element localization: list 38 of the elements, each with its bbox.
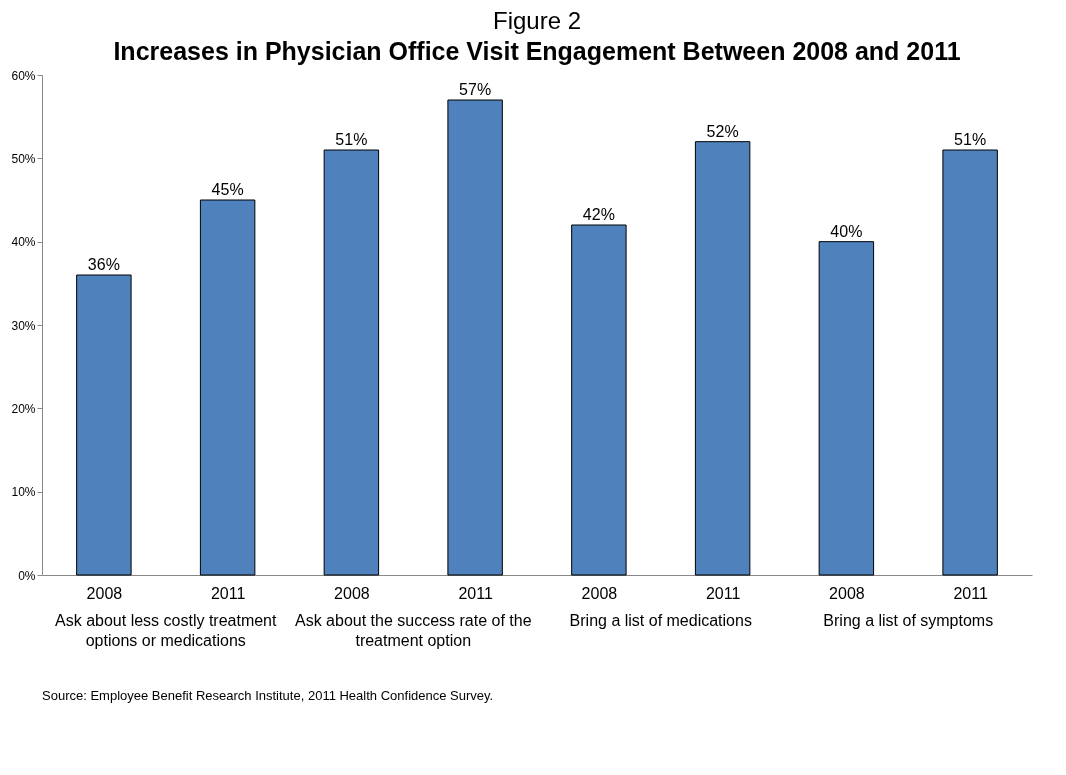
bar bbox=[571, 224, 627, 576]
data-label: 42% bbox=[582, 206, 615, 223]
y-tick-label: 50% bbox=[11, 151, 36, 166]
y-tick-label: 10% bbox=[11, 485, 36, 500]
data-label: 52% bbox=[706, 122, 739, 140]
data-label: 51% bbox=[335, 131, 368, 148]
x-tick-label: 2008 bbox=[581, 584, 618, 602]
x-tick-label: 2011 bbox=[458, 584, 493, 602]
x-tick-label: 2008 bbox=[829, 584, 865, 602]
bar bbox=[447, 99, 503, 576]
chart-title: Figure 2 bbox=[492, 7, 582, 34]
y-tick-label: 60% bbox=[11, 68, 36, 83]
data-label: 36% bbox=[87, 256, 120, 273]
x-tick-label: 2008 bbox=[86, 584, 123, 602]
x-tick-label: 2011 bbox=[210, 584, 246, 602]
text: Ask about less costly treatment options or medications bbox=[55, 612, 278, 649]
x-tick-label: 2011 bbox=[953, 584, 988, 602]
x-tick-label: 2011 bbox=[705, 584, 741, 602]
bar bbox=[818, 241, 875, 576]
data-label: 57% bbox=[459, 81, 492, 98]
text: Bring a list of medications bbox=[569, 612, 752, 629]
data-label: 51% bbox=[954, 131, 987, 148]
x-tick-label: 2008 bbox=[334, 584, 370, 602]
data-label: 40% bbox=[830, 222, 863, 240]
data-label: 45% bbox=[211, 181, 244, 198]
y-tick-label: 20% bbox=[11, 401, 36, 416]
y-tick-label: 0% bbox=[18, 568, 36, 583]
text: Bring a list of symptoms bbox=[823, 612, 994, 629]
y-tick-label: 30% bbox=[11, 318, 36, 333]
y-tick-label: 40% bbox=[11, 235, 36, 250]
bar bbox=[323, 149, 380, 576]
bar bbox=[199, 199, 256, 576]
bar bbox=[942, 149, 998, 576]
bar bbox=[76, 274, 132, 576]
bar bbox=[694, 141, 751, 576]
text: Ask about the success rate of the treatment option bbox=[294, 612, 532, 649]
chart-subtitle: Increases in Physician Office Visit Engagement Between 2008 and 2011 bbox=[113, 37, 961, 65]
source-note: Source: Employee Benefit Research Institute, 2011 Health Confidence Survey. bbox=[42, 688, 494, 703]
